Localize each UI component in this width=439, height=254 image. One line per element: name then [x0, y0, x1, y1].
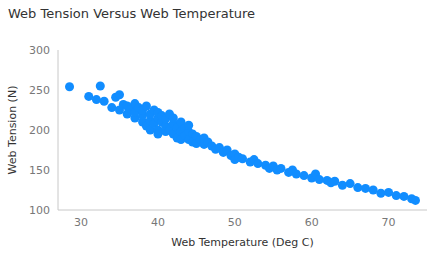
html-text:Web Tension Versus Web Tempera: Web Tension Versus Web Temperature [8, 6, 256, 21]
svg-text:250: 250 [29, 84, 50, 97]
svg-text:Web Tension (N): Web Tension (N) [8, 86, 19, 175]
svg-text:150: 150 [29, 164, 50, 177]
svg-text:40: 40 [151, 216, 165, 229]
svg-text:100: 100 [29, 204, 50, 217]
svg-text:200: 200 [29, 124, 50, 137]
svg-text:50: 50 [228, 216, 242, 229]
svg-text:60: 60 [305, 216, 319, 229]
svg-text:Web Temperature (Deg C): Web Temperature (Deg C) [171, 236, 314, 249]
svg-text:30: 30 [74, 216, 88, 229]
svg-text:300: 300 [29, 44, 50, 57]
svg-text:70: 70 [382, 216, 396, 229]
